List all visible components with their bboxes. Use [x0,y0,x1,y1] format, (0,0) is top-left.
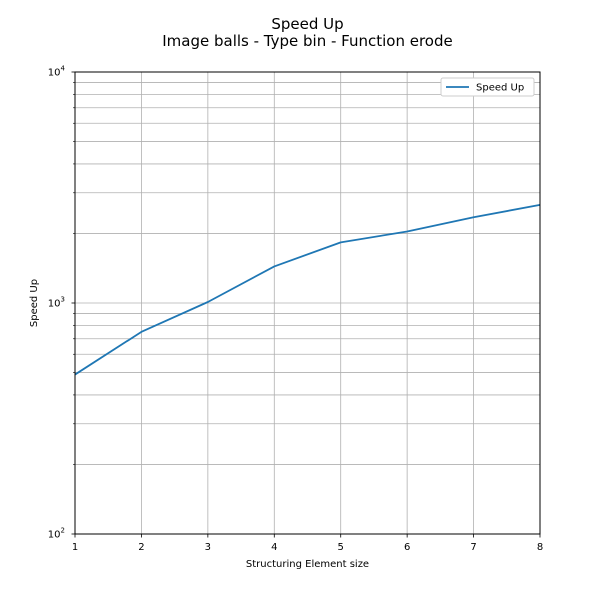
series-line [74,203,541,376]
y-axis-label: Speed Up [29,279,40,327]
x-tick-label: 5 [338,542,344,553]
x-tick-label: 1 [72,542,78,553]
x-axis-label: Structuring Element size [246,559,369,570]
legend: Speed Up [440,77,535,97]
y-tick-label: 102 [48,527,65,541]
x-tick-label: 6 [404,542,410,553]
x-tick-label: 7 [470,542,476,553]
x-tick-label: 2 [138,542,144,553]
grid [74,71,541,535]
y-tick-label: 104 [48,65,66,79]
chart-title: Speed Up [271,15,343,33]
x-tick-label: 3 [205,542,211,553]
plot-area [74,203,541,376]
y-tick-label: 103 [48,296,65,310]
axis-ticks: 1 2 3 4 5 6 7 8 102 103 104 [48,65,543,554]
legend-label: Speed Up [476,83,524,94]
x-tick-label: 4 [271,542,277,553]
legend-box [440,77,535,97]
x-tick-label: 8 [537,542,543,553]
chart-subtitle: Image balls - Type bin - Function erode [162,32,453,50]
